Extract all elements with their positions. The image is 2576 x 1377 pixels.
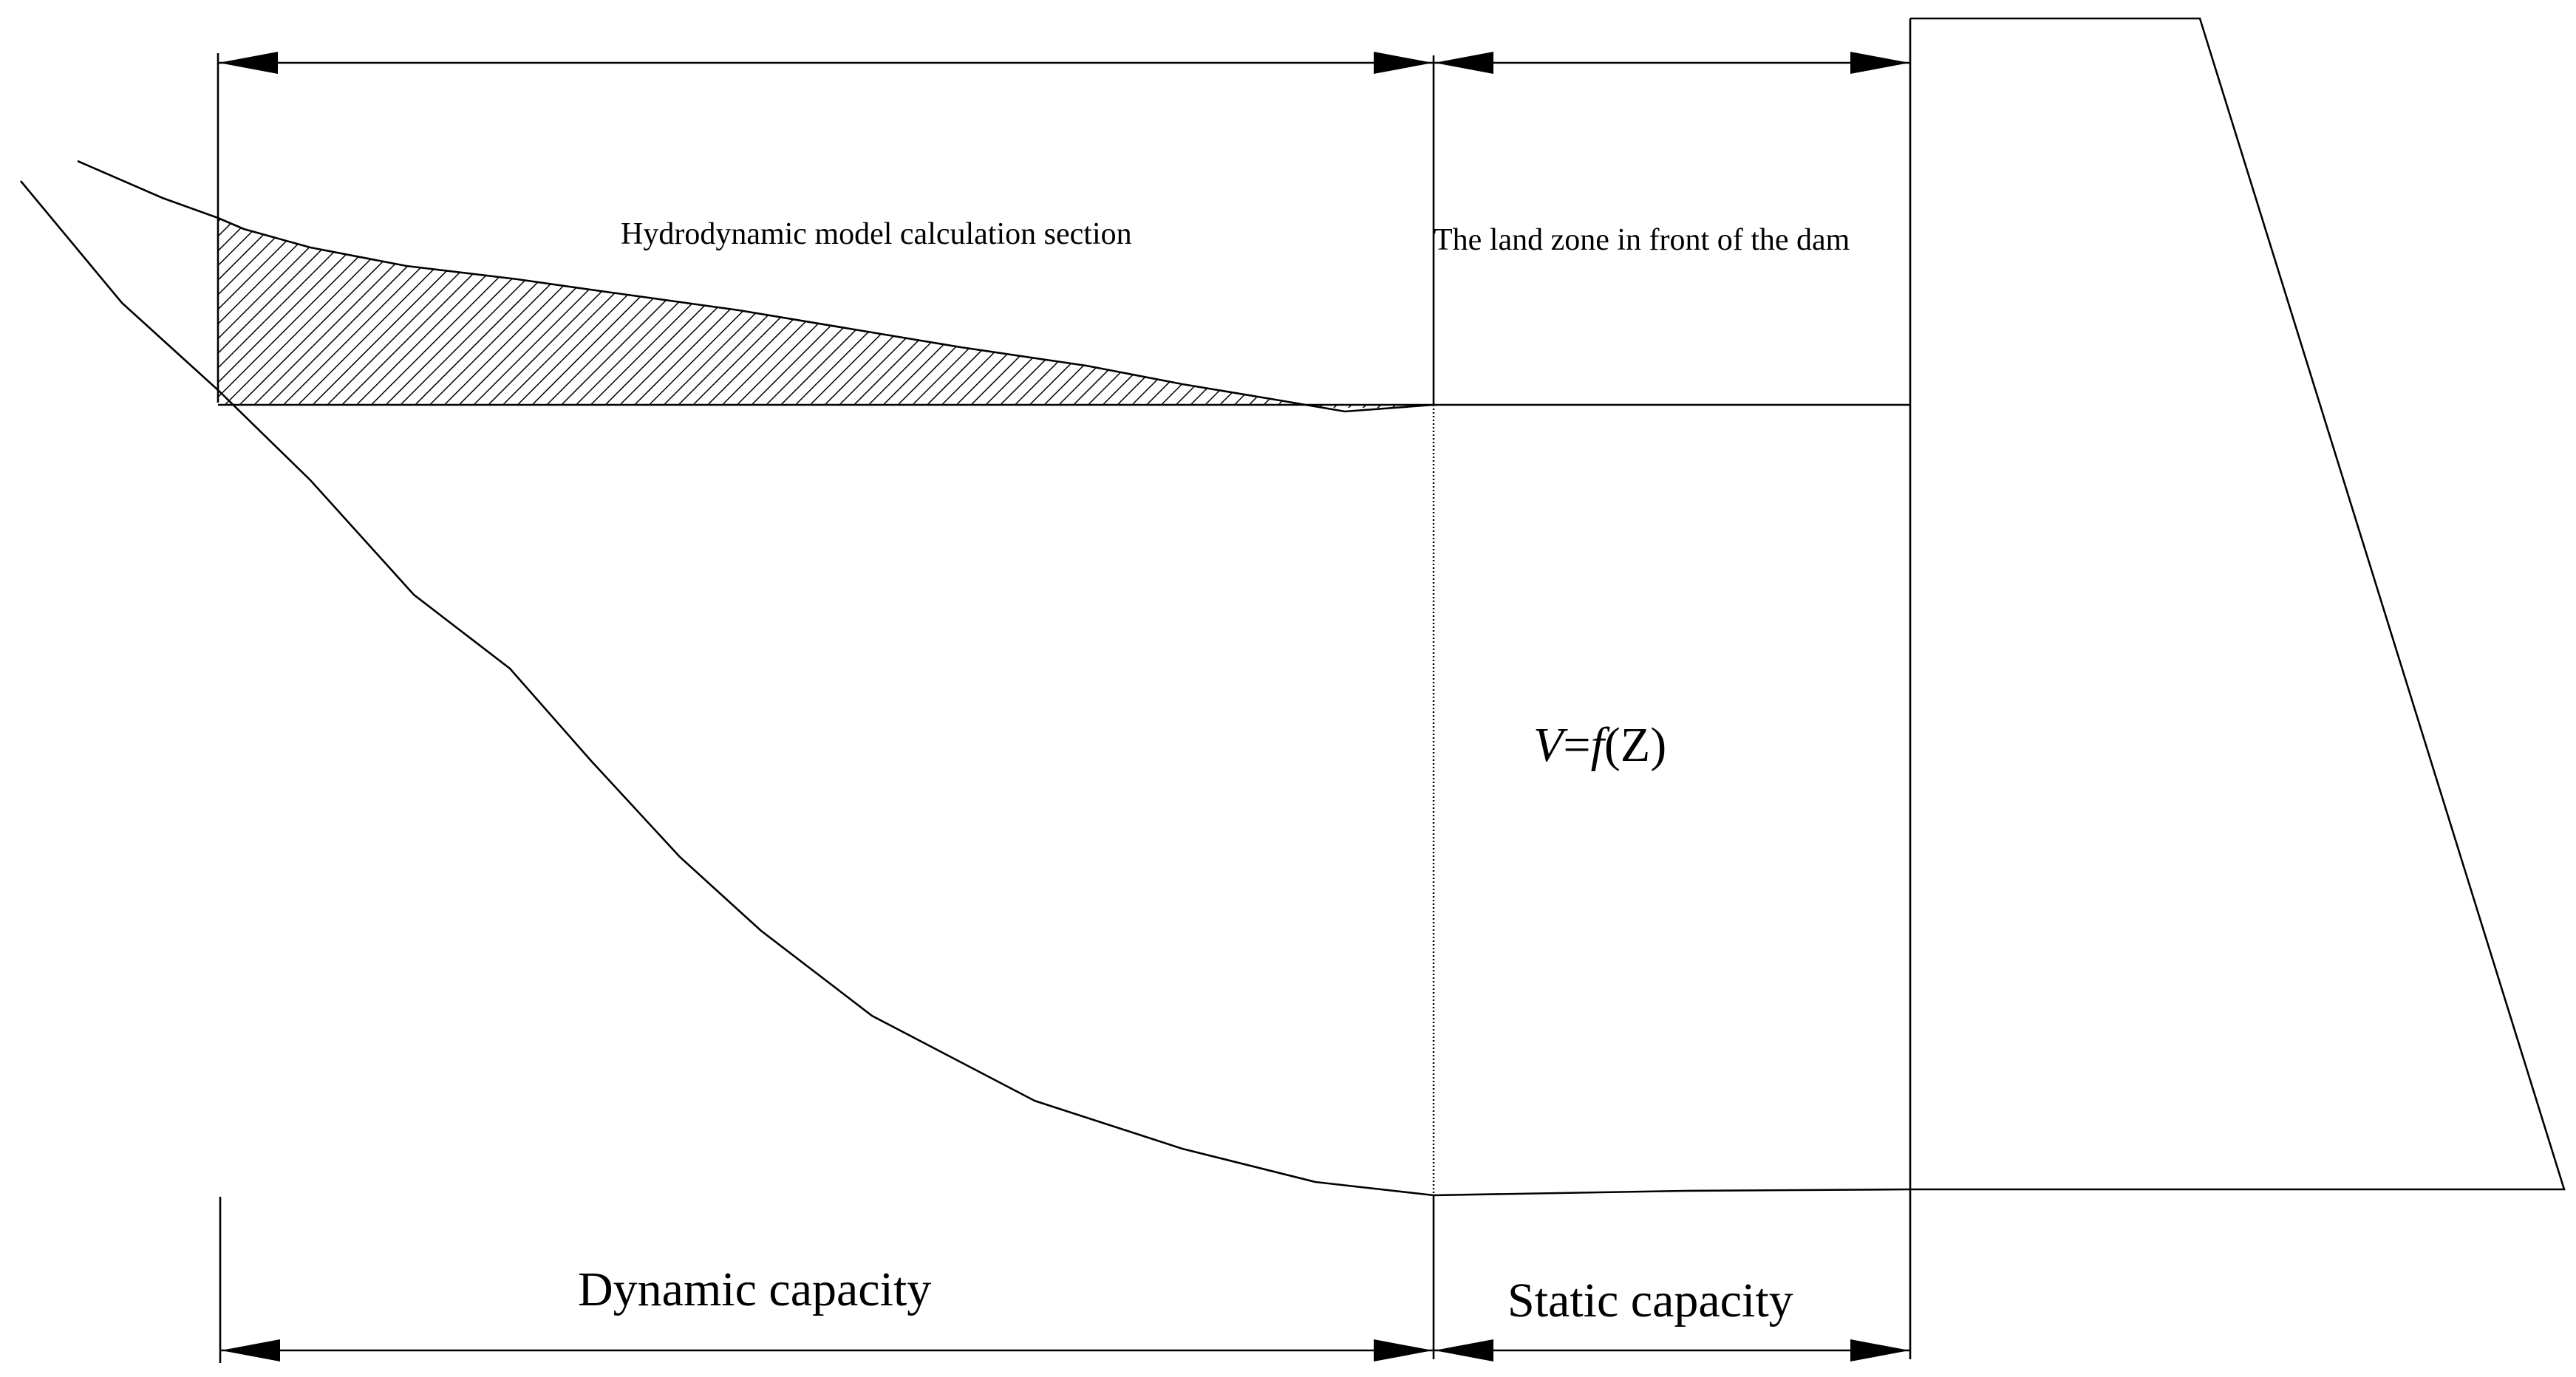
upper-bank-line xyxy=(77,160,219,219)
formula-eq: = xyxy=(1563,718,1590,772)
capacity-formula: V=f(Z) xyxy=(1533,718,1666,772)
dam-body xyxy=(1910,17,2566,1191)
hydrodynamic-section-label: Hydrodynamic model calculation section xyxy=(621,217,1132,251)
dynamic-capacity-label: Dynamic capacity xyxy=(578,1262,931,1316)
land-zone-label: The land zone in front of the dam xyxy=(1434,223,1850,257)
bottom-dimension-dynamic xyxy=(219,1197,1434,1363)
static-capacity-label: Static capacity xyxy=(1507,1274,1793,1328)
top-dimension-static xyxy=(1434,52,1910,74)
bottom-dimension-static xyxy=(1434,1339,1910,1361)
riverbed-profile xyxy=(19,180,1911,1197)
formula-arg: (Z) xyxy=(1604,718,1666,772)
formula-v: V xyxy=(1533,718,1568,772)
